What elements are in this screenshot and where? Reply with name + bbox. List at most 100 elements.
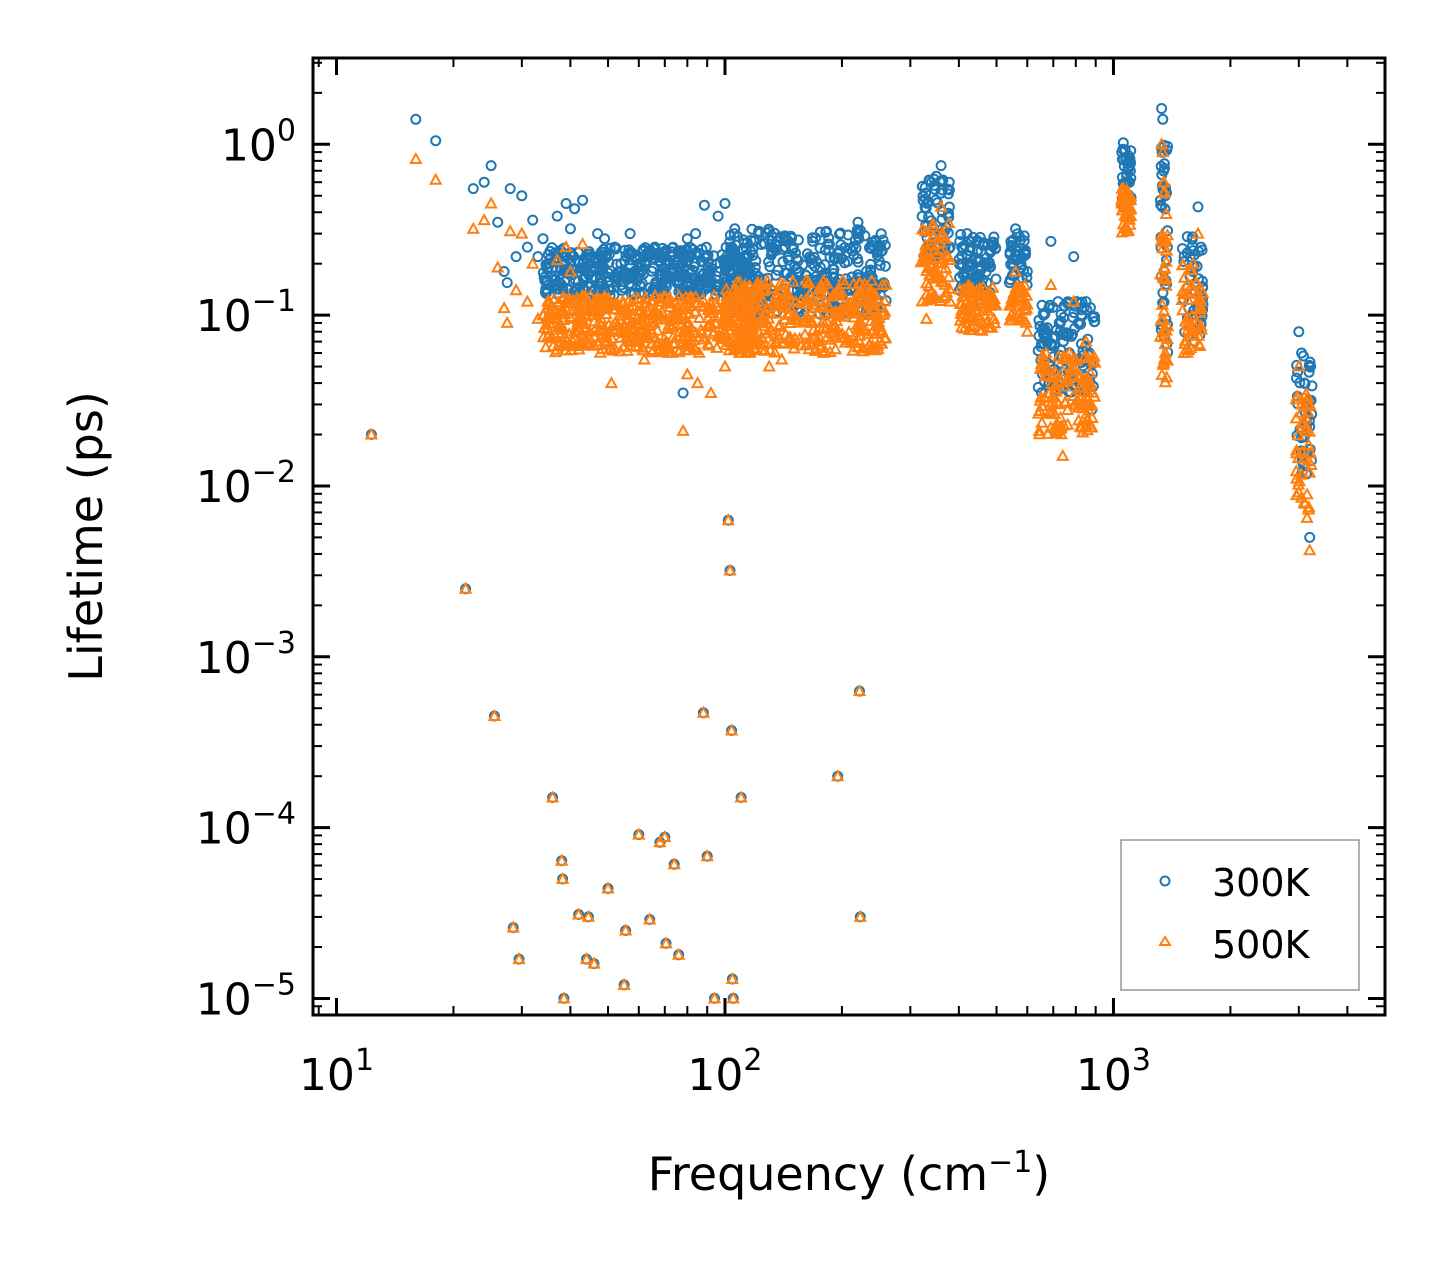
- data-point-500K: [710, 340, 724, 353]
- legend-box: [1120, 839, 1360, 991]
- data-point-300K: [1296, 347, 1308, 359]
- data-point-300K: [599, 233, 611, 245]
- data-point-500K: [364, 427, 379, 440]
- data-point-500K: [1190, 275, 1204, 288]
- data-point-500K: [1291, 428, 1305, 441]
- data-point-500K: [1297, 451, 1311, 464]
- data-point-500K: [541, 294, 555, 307]
- data-point-300K: [1034, 320, 1046, 332]
- data-point-500K: [458, 581, 473, 594]
- data-point-500K: [1058, 394, 1073, 407]
- data-point-300K: [839, 257, 851, 269]
- y-tick-label: 10−5: [196, 967, 296, 1025]
- data-point-500K: [1300, 487, 1314, 500]
- data-point-500K: [1289, 392, 1303, 405]
- data-point-500K: [1035, 348, 1050, 361]
- data-point-300K: [1158, 158, 1170, 170]
- data-point-500K: [605, 331, 619, 344]
- data-point-500K: [1004, 313, 1018, 326]
- data-point-500K: [746, 336, 760, 349]
- data-point-300K: [820, 226, 832, 238]
- data-point-500K: [706, 305, 720, 318]
- data-point-500K: [777, 277, 791, 290]
- data-point-500K: [731, 300, 745, 313]
- data-point-500K: [547, 326, 562, 339]
- data-point-500K: [846, 277, 861, 290]
- data-point-500K: [650, 323, 665, 336]
- data-point-500K: [1160, 353, 1175, 366]
- data-point-300K: [597, 253, 609, 265]
- data-point-500K: [570, 291, 584, 304]
- data-point-500K: [1076, 425, 1090, 438]
- data-point-500K: [613, 308, 627, 321]
- data-point-500K: [790, 312, 804, 325]
- data-point-300K: [972, 264, 984, 276]
- data-point-500K: [669, 304, 684, 317]
- data-point-500K: [1304, 457, 1318, 470]
- data-point-300K: [871, 246, 883, 258]
- data-point-300K: [737, 265, 748, 277]
- data-point-500K: [672, 947, 686, 960]
- data-point-500K: [541, 328, 555, 341]
- data-point-300K: [844, 243, 856, 255]
- data-point-500K: [506, 920, 520, 933]
- data-point-500K: [656, 289, 671, 302]
- data-point-500K: [968, 289, 982, 302]
- data-point-500K: [915, 222, 930, 235]
- data-point-500K: [828, 342, 843, 355]
- data-point-500K: [583, 289, 598, 302]
- data-point-500K: [658, 339, 672, 352]
- data-point-500K: [796, 315, 810, 328]
- data-point-300K: [593, 265, 605, 277]
- data-point-300K: [572, 275, 584, 287]
- data-point-500K: [512, 952, 526, 965]
- data-point-500K: [1020, 324, 1034, 337]
- data-point-500K: [836, 273, 850, 286]
- data-point-500K: [682, 299, 696, 312]
- data-point-500K: [602, 317, 616, 330]
- data-point-300K: [741, 251, 753, 263]
- data-point-500K: [730, 275, 744, 288]
- data-point-300K: [626, 254, 637, 266]
- data-point-500K: [746, 317, 760, 330]
- data-point-300K: [673, 261, 685, 273]
- data-point-500K: [1082, 398, 1097, 411]
- data-point-300K: [598, 246, 610, 258]
- data-point-300K: [824, 251, 836, 263]
- data-point-500K: [664, 320, 678, 333]
- data-point-500K: [579, 304, 594, 317]
- data-point-500K: [799, 309, 813, 322]
- data-point-500K: [564, 338, 579, 351]
- data-point-500K: [842, 324, 856, 337]
- data-point-500K: [831, 281, 845, 294]
- data-point-500K: [777, 312, 792, 325]
- data-point-500K: [938, 277, 952, 290]
- data-point-500K: [1033, 403, 1047, 416]
- data-point-300K: [797, 259, 809, 271]
- data-point-500K: [1077, 350, 1091, 363]
- data-point-300K: [930, 170, 942, 182]
- data-point-500K: [564, 303, 578, 316]
- data-point-300K: [577, 257, 589, 269]
- data-point-500K: [487, 708, 502, 721]
- data-point-500K: [547, 312, 561, 325]
- data-point-300K: [870, 236, 881, 248]
- data-point-500K: [835, 326, 849, 339]
- data-point-300K: [660, 281, 672, 293]
- data-point-500K: [659, 936, 673, 949]
- data-point-300K: [1184, 251, 1196, 263]
- data-point-500K: [981, 285, 995, 298]
- data-point-300K: [959, 239, 971, 251]
- data-point-300K: [673, 245, 685, 257]
- data-point-300K: [875, 228, 887, 240]
- data-point-500K: [856, 340, 870, 353]
- data-point-300K: [1156, 103, 1168, 114]
- data-point-500K: [515, 226, 529, 239]
- data-point-500K: [696, 332, 710, 345]
- data-point-500K: [866, 293, 880, 306]
- data-point-500K: [645, 336, 660, 349]
- data-point-500K: [861, 327, 875, 340]
- data-point-500K: [707, 991, 722, 1004]
- data-point-500K: [1008, 264, 1023, 277]
